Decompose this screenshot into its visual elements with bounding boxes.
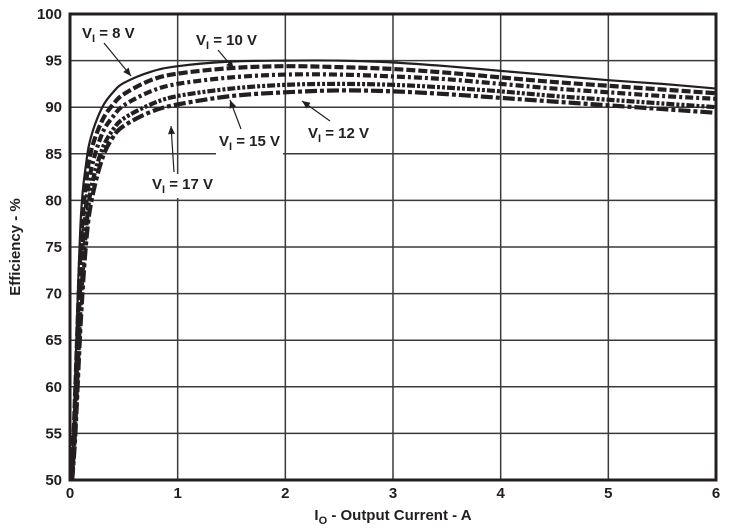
series-label: VI = 15 V xyxy=(219,133,280,153)
series-annotations: VI = 8 V VI = 10 V VI = 12 V VI = 15 V VI = … xyxy=(79,23,373,198)
y-axis-ticks: 50 55 60 65 70 75 80 85 90 95 100 xyxy=(37,6,62,489)
arrowhead-icon xyxy=(168,126,176,135)
y-tick-label: 80 xyxy=(45,192,62,209)
data-series xyxy=(70,59,717,481)
series-line xyxy=(70,64,717,481)
series-label: VI = 8 V xyxy=(82,25,135,45)
x-tick-label: 2 xyxy=(281,485,289,502)
y-tick-label: 95 xyxy=(45,53,62,70)
x-tick-label: 3 xyxy=(389,485,397,502)
y-axis-title: Efficiency - % xyxy=(7,198,24,296)
x-tick-label: 0 xyxy=(66,485,74,502)
series-label: VI = 12 V xyxy=(308,125,369,145)
x-tick-label: 4 xyxy=(496,485,505,502)
y-tick-label: 50 xyxy=(45,472,62,489)
x-tick-label: 5 xyxy=(604,485,612,502)
series-label: VI = 10 V xyxy=(196,32,257,52)
arrowhead-icon xyxy=(226,60,234,69)
x-axis-ticks: 0 1 2 3 4 5 6 xyxy=(66,485,720,502)
label-background xyxy=(216,131,284,155)
y-tick-label: 75 xyxy=(45,239,62,256)
x-tick-label: 1 xyxy=(173,485,181,502)
label-background xyxy=(79,23,138,47)
y-tick-label: 100 xyxy=(37,6,62,23)
plot-frame xyxy=(68,12,718,482)
y-tick-label: 55 xyxy=(45,425,62,442)
series-line xyxy=(70,81,717,481)
series-line xyxy=(71,59,717,481)
arrowhead-icon xyxy=(302,101,311,109)
y-tick-label: 90 xyxy=(45,99,62,116)
y-tick-label: 85 xyxy=(45,146,62,163)
label-background xyxy=(305,123,373,147)
x-axis-title: IO - Output Current - A xyxy=(314,507,471,527)
series-line xyxy=(70,72,717,481)
label-background xyxy=(149,174,217,198)
series-line xyxy=(70,88,717,481)
y-tick-label: 60 xyxy=(45,379,62,396)
arrowhead-icon xyxy=(229,100,237,109)
series-label: VI = 17 V xyxy=(152,176,213,196)
x-tick-label: 6 xyxy=(712,485,720,502)
y-tick-label: 70 xyxy=(45,286,62,303)
label-background xyxy=(193,30,261,54)
arrowhead-icon xyxy=(123,67,131,76)
y-tick-label: 65 xyxy=(45,332,62,349)
